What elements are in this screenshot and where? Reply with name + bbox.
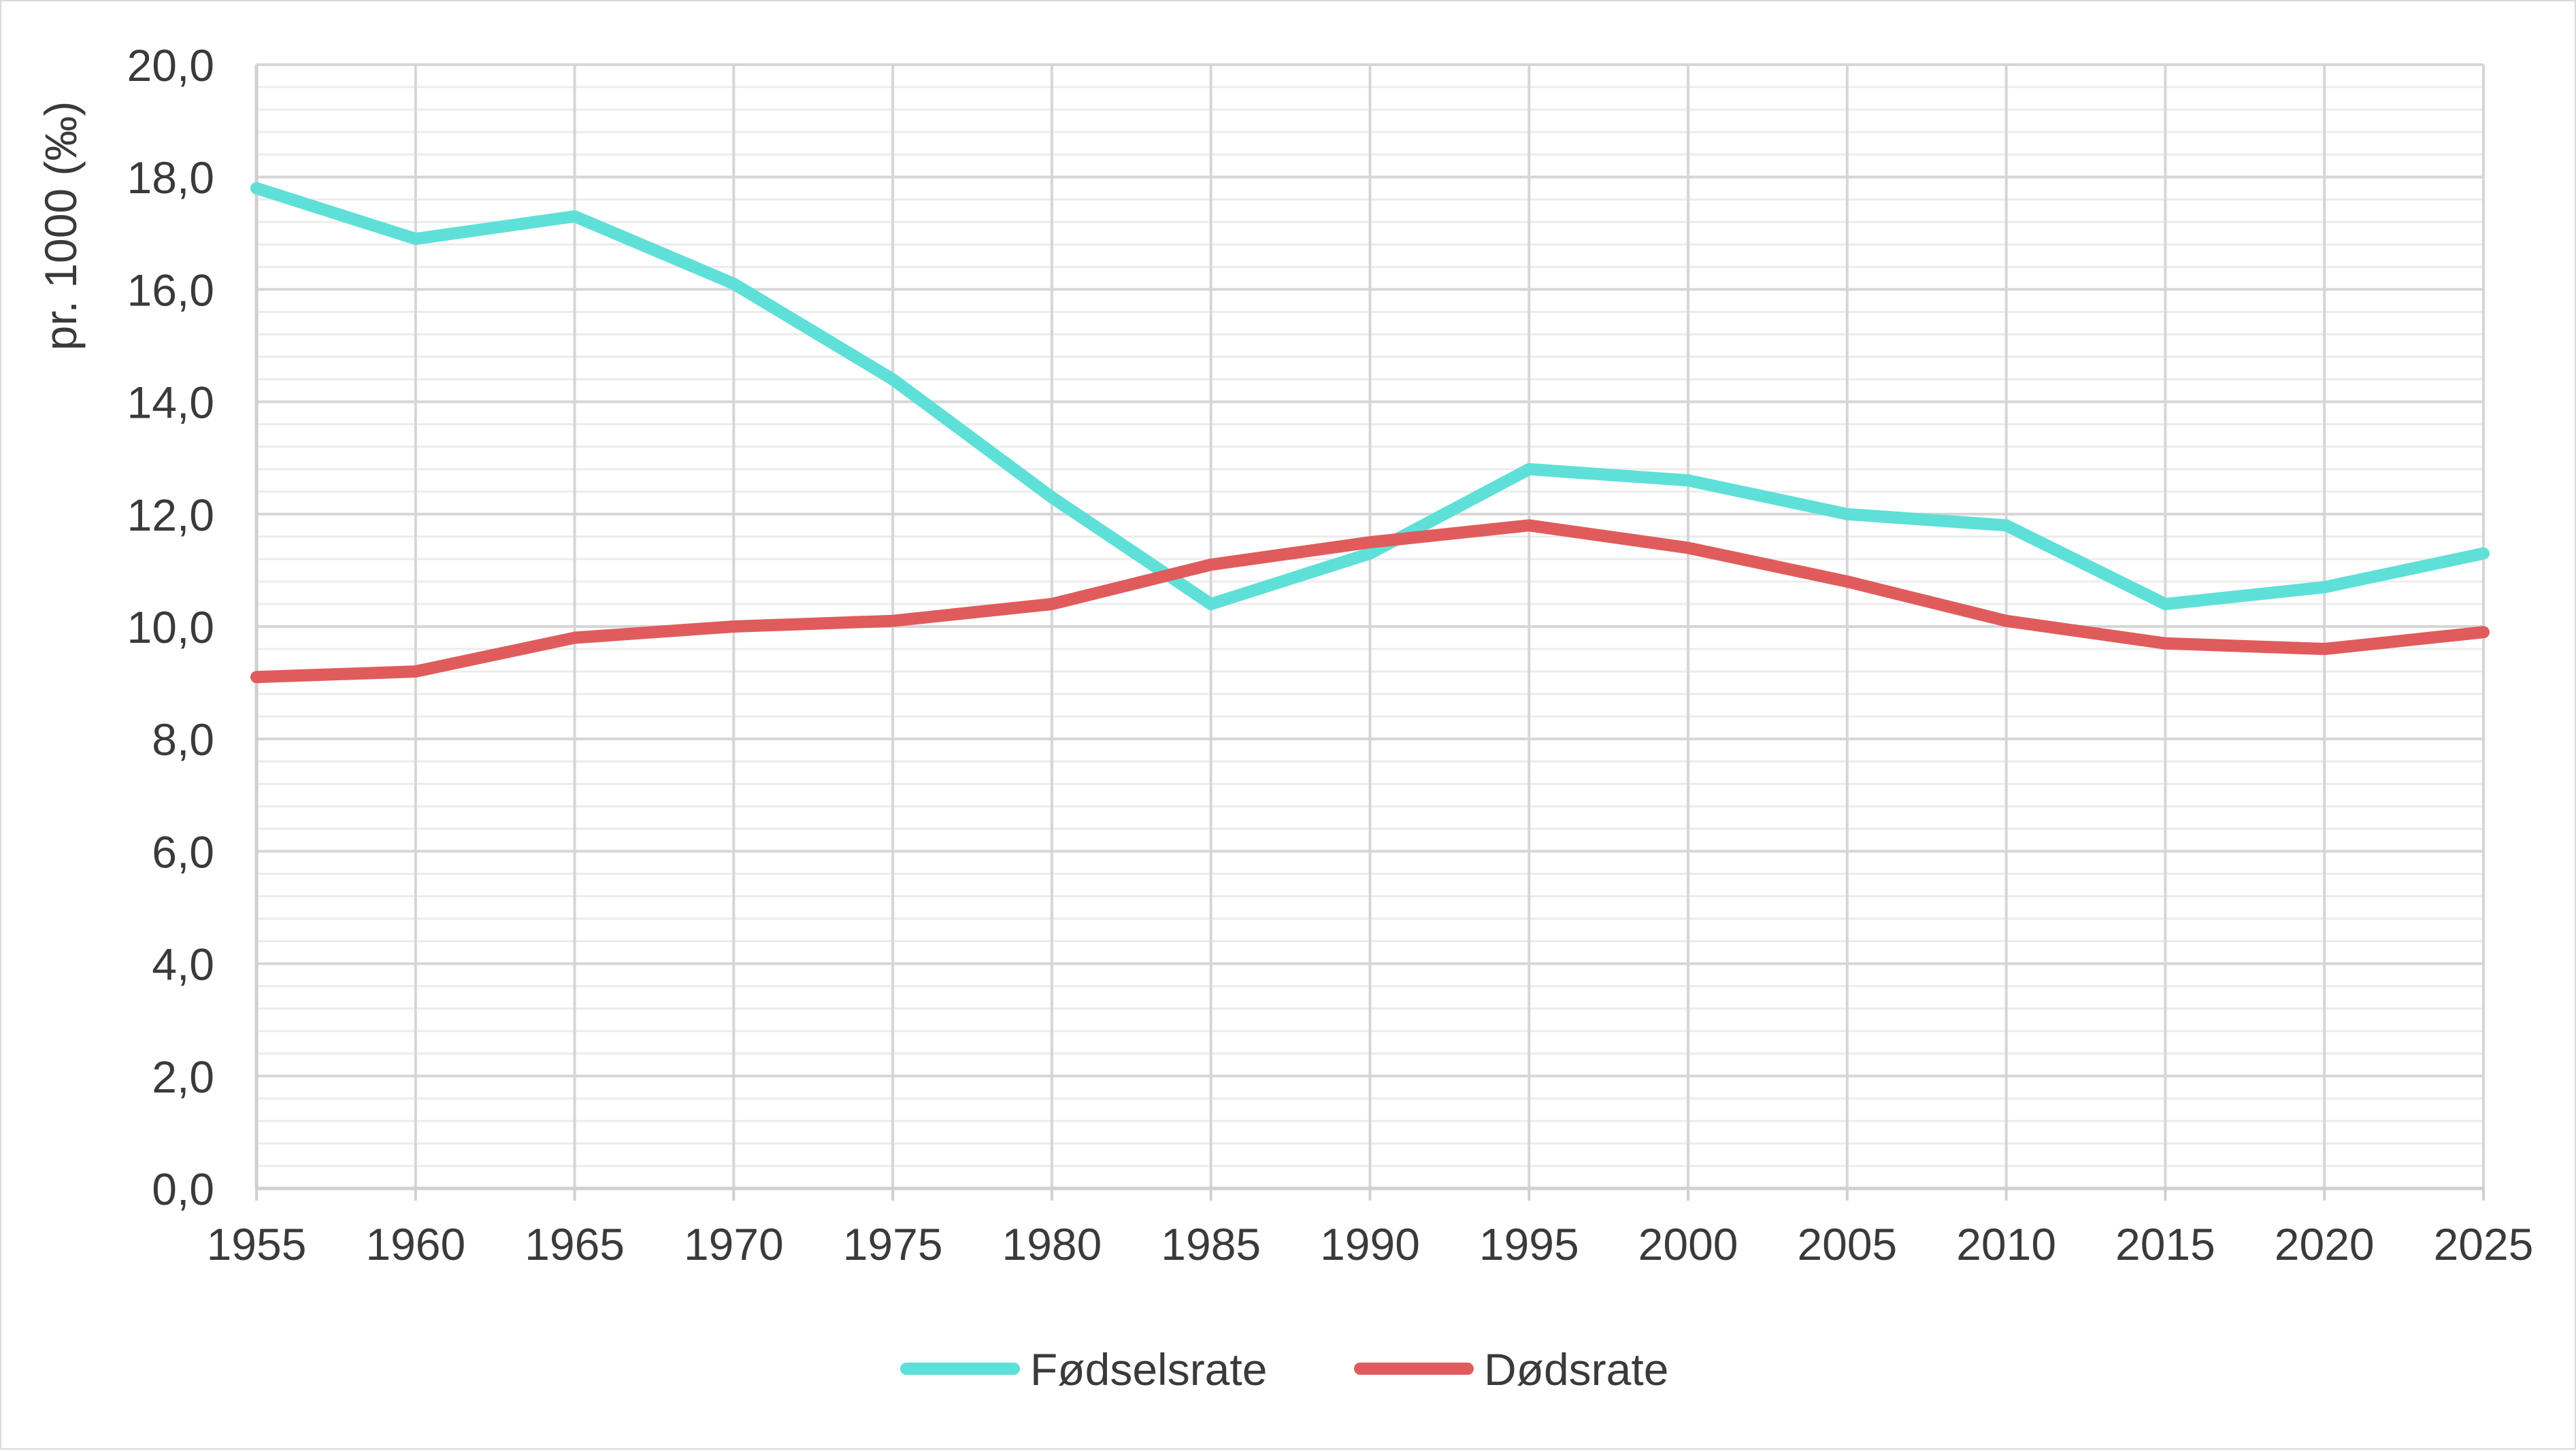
legend-label: Fødselsrate	[1030, 1344, 1267, 1395]
y-tick-label: 0,0	[152, 1164, 214, 1214]
x-tick-label: 1975	[843, 1219, 943, 1269]
x-axis-tick-labels: 1955 1960 1965 1970 1975 1980 1985 1990 1995 2000…	[207, 1219, 2534, 1269]
x-tick-label: 1955	[207, 1219, 307, 1269]
y-tick-label: 14,0	[127, 378, 214, 428]
x-tick-label: 2000	[1638, 1219, 1738, 1269]
x-tick-label: 2020	[2275, 1219, 2375, 1269]
series-line-d-dsrate	[250, 519, 2490, 684]
y-axis-tick-labels: 0,0 2,0 4,0 6,0 8,0 10,0 12,0 14,0 16,0 18,0 20,0	[127, 40, 214, 1214]
y-tick-label: 6,0	[152, 827, 214, 877]
y-tick-label: 4,0	[152, 939, 214, 990]
x-tick-label: 1995	[1479, 1219, 1579, 1269]
x-tick-label: 1965	[525, 1219, 625, 1269]
legend-label: Dødsrate	[1484, 1344, 1668, 1395]
y-tick-label: 18,0	[127, 152, 214, 203]
y-axis-title: pr. 1000 (‰)	[35, 101, 86, 351]
x-tick-label: 2005	[1797, 1219, 1897, 1269]
x-tick-label: 1980	[1002, 1219, 1102, 1269]
y-tick-label: 8,0	[152, 714, 214, 765]
y-tick-label: 16,0	[127, 265, 214, 315]
x-tick-label: 2025	[2434, 1219, 2534, 1269]
x-tick-label: 1970	[684, 1219, 784, 1269]
x-tick-label: 1960	[365, 1219, 465, 1269]
y-tick-label: 20,0	[127, 40, 214, 90]
axes	[254, 65, 2485, 1201]
legend: Fødselsrate Dødsrate	[900, 1344, 1668, 1395]
series-line-f-dselsrate	[250, 182, 2490, 610]
x-tick-label: 2015	[2115, 1219, 2215, 1269]
x-tick-label: 1990	[1320, 1219, 1420, 1269]
y-tick-label: 12,0	[127, 490, 214, 540]
x-tick-label: 1985	[1161, 1219, 1261, 1269]
series-lines	[250, 182, 2490, 684]
y-tick-label: 2,0	[152, 1052, 214, 1102]
x-tick-label: 2010	[1956, 1219, 2056, 1269]
y-tick-label: 10,0	[127, 602, 214, 652]
